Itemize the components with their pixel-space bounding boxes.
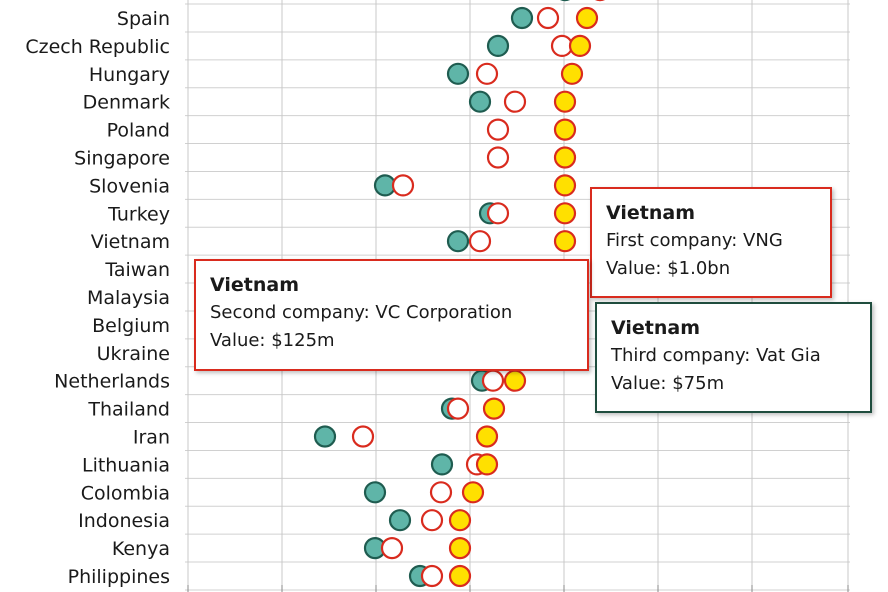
data-point-series-2[interactable] — [486, 118, 510, 141]
data-point-series-3[interactable] — [553, 118, 577, 141]
data-point-series-2[interactable] — [420, 564, 444, 588]
data-point-series-2[interactable] — [420, 509, 444, 532]
country-label: Taiwan — [104, 259, 170, 281]
country-label: Vietnam — [91, 231, 170, 253]
data-point-series-2[interactable] — [351, 425, 375, 448]
tooltip-vietnam-second-company: Vietnam Second company: VC Corporation V… — [194, 259, 589, 371]
country-label: Spain — [117, 8, 170, 30]
country-label: Czech Republic — [25, 36, 170, 58]
data-points — [313, 0, 606, 588]
country-label: Colombia — [81, 482, 170, 504]
data-point-series-3[interactable] — [475, 425, 499, 448]
country-label: Turkey — [107, 203, 170, 225]
country-label: Denmark — [83, 92, 170, 114]
country-label: Iran — [133, 427, 170, 449]
data-point-series-2[interactable] — [536, 6, 560, 30]
data-point-series-3[interactable] — [553, 90, 577, 113]
data-point-series-2[interactable] — [429, 481, 453, 504]
tooltip-vietnam-first-company: Vietnam First company: VNG Value: $1.0bn — [590, 187, 832, 298]
data-point-series-3[interactable] — [560, 62, 584, 85]
tooltip-company: Third company: Vat Gia — [611, 345, 821, 366]
tooltip-company: Second company: VC Corporation — [210, 302, 513, 323]
data-point-series-3[interactable] — [553, 146, 577, 169]
country-label: Lithuania — [82, 454, 170, 476]
data-point-series-3[interactable] — [553, 174, 577, 197]
data-point-series-1[interactable] — [363, 481, 387, 504]
data-point-series-2[interactable] — [486, 202, 510, 225]
data-point-series-1[interactable] — [486, 34, 510, 58]
data-point-series-1[interactable] — [468, 90, 492, 113]
tooltip-value: Value: $1.0bn — [606, 258, 731, 279]
data-point-series-1[interactable] — [510, 6, 534, 30]
data-point-series-3[interactable] — [448, 536, 472, 560]
data-point-series-2[interactable] — [503, 90, 527, 113]
country-label: Poland — [107, 120, 170, 142]
country-label: Ukraine — [97, 343, 170, 365]
data-point-series-3[interactable] — [482, 397, 506, 420]
data-point-series-3[interactable] — [503, 369, 527, 392]
data-point-series-3[interactable] — [461, 481, 485, 504]
data-point-series-2[interactable] — [391, 174, 415, 197]
data-point-series-3[interactable] — [553, 230, 577, 253]
tooltip-title: Vietnam — [606, 202, 695, 224]
country-labels: Spain Czech Republic Hungary Denmark Poland S… — [25, 8, 170, 588]
tooltip-title: Vietnam — [210, 274, 299, 296]
data-point-series-1[interactable] — [388, 509, 412, 532]
tooltip-value: Value: $125m — [210, 330, 335, 351]
data-point-series-2[interactable] — [475, 62, 499, 85]
data-point-series-3[interactable] — [448, 564, 472, 588]
data-point-series-2[interactable] — [486, 146, 510, 169]
data-point-series-3[interactable] — [475, 453, 499, 476]
data-point-series-1[interactable] — [446, 62, 470, 85]
data-point-series-1[interactable] — [313, 425, 337, 448]
tooltip-title: Vietnam — [611, 317, 700, 339]
tooltip-value: Value: $75m — [611, 373, 725, 394]
country-label: Kenya — [112, 538, 170, 560]
country-label: Thailand — [87, 399, 170, 421]
tooltip-vietnam-third-company: Vietnam Third company: Vat Gia Value: $7… — [595, 302, 872, 413]
country-label: Indonesia — [78, 510, 170, 532]
data-point-series-2[interactable] — [380, 536, 404, 560]
country-label: Singapore — [74, 148, 170, 170]
data-point-series-3[interactable] — [553, 202, 577, 225]
country-label: Belgium — [92, 315, 170, 337]
data-point-series-1[interactable] — [446, 230, 470, 253]
data-point-series-1[interactable] — [430, 453, 454, 476]
tooltip-company: First company: VNG — [606, 230, 783, 251]
country-label: Slovenia — [89, 175, 170, 197]
country-label: Hungary — [89, 64, 170, 86]
data-point-series-3[interactable] — [448, 509, 472, 532]
data-point-series-3[interactable] — [568, 34, 592, 58]
country-label: Netherlands — [54, 371, 170, 393]
country-label: Malaysia — [87, 287, 170, 309]
data-point-series-2[interactable] — [468, 230, 492, 253]
data-point-series-2[interactable] — [481, 369, 505, 392]
data-point-series-2[interactable] — [446, 397, 470, 420]
data-point-series-3[interactable] — [575, 6, 599, 30]
country-label: Philippines — [68, 566, 170, 588]
